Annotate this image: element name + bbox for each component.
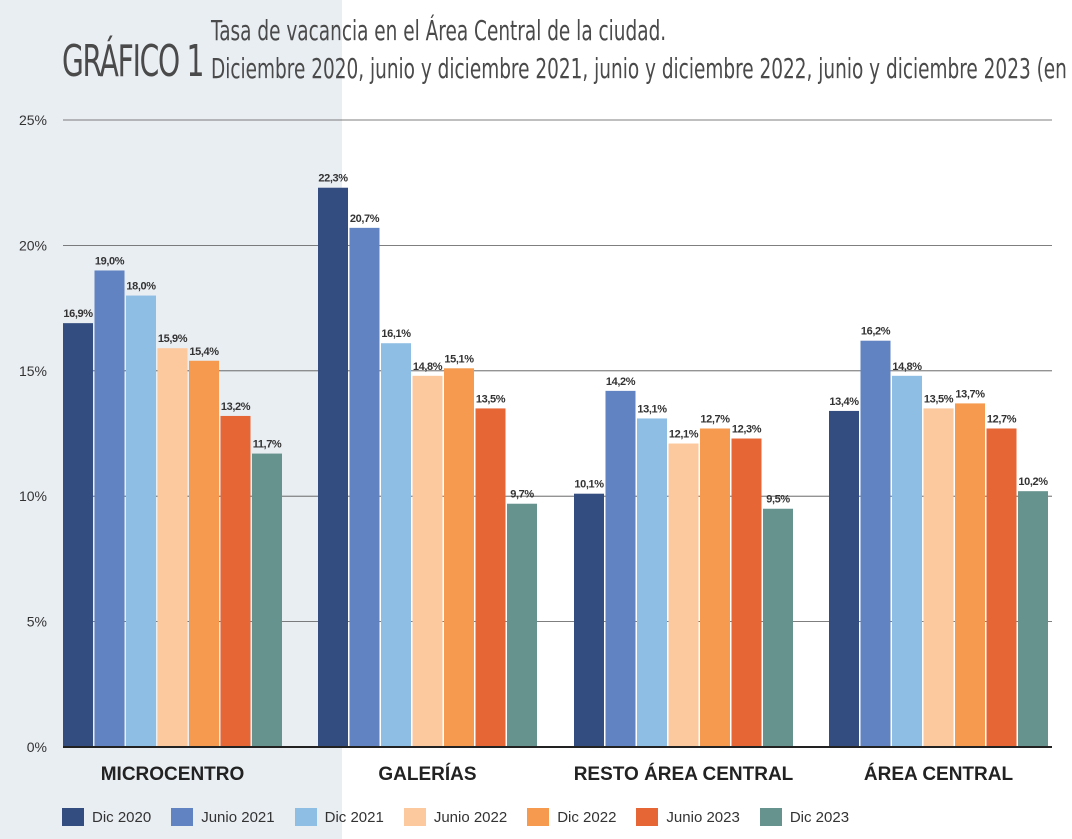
y-tick-label: 5% <box>27 614 47 630</box>
legend-item: Dic 2020 <box>62 808 151 826</box>
legend-label: Junio 2023 <box>666 808 740 826</box>
y-tick-label: 10% <box>19 488 47 504</box>
y-tick-label: 15% <box>19 363 47 379</box>
data-label: 15,1% <box>444 353 474 365</box>
data-label: 18,0% <box>126 281 156 293</box>
y-tick-label: 20% <box>19 237 47 253</box>
data-label: 14,8% <box>413 361 443 373</box>
data-label: 15,9% <box>158 333 188 345</box>
data-label: 15,4% <box>189 346 219 358</box>
bar <box>860 340 891 747</box>
data-label: 14,8% <box>892 361 922 373</box>
x-category-label: RESTO ÁREA CENTRAL <box>574 763 794 785</box>
legend-swatch <box>171 808 194 826</box>
bar <box>763 508 793 747</box>
bar <box>668 443 699 747</box>
bar <box>605 390 636 747</box>
bar <box>349 227 380 747</box>
legend-label: Junio 2021 <box>201 808 275 826</box>
data-label: 14,2% <box>606 376 636 388</box>
bar <box>252 453 282 747</box>
legend-item: Junio 2022 <box>403 808 508 826</box>
data-label: 22,3% <box>318 173 348 185</box>
legend-swatch <box>759 808 782 826</box>
bar <box>189 360 219 747</box>
x-category-label: ÁREA CENTRAL <box>864 763 1014 785</box>
y-tick-label: 0% <box>27 739 47 755</box>
bar <box>444 368 474 747</box>
data-label: 19,0% <box>95 255 125 267</box>
bar <box>126 295 156 747</box>
legend-swatch <box>527 808 550 826</box>
data-label: 13,7% <box>955 388 985 400</box>
data-label: 12,1% <box>669 429 699 441</box>
legend-item: Dic 2022 <box>527 808 616 826</box>
data-label: 16,1% <box>381 328 411 340</box>
bar <box>220 415 251 747</box>
bar <box>574 493 604 747</box>
y-tick-label: 25% <box>19 112 47 128</box>
x-category-label: GALERÍAS <box>378 763 476 785</box>
bar <box>955 403 985 747</box>
legend-item: Dic 2023 <box>759 808 850 826</box>
data-label: 20,7% <box>350 213 380 225</box>
data-label: 10,2% <box>1018 476 1048 488</box>
bar-chart: 0% 5% 10% 15% 20% 25% 16,9% 22,3% 10,1% 13,4% 19,0… <box>19 112 1052 785</box>
data-label: 16,9% <box>63 308 93 320</box>
legend-swatch <box>294 808 317 826</box>
chart-legend: Dic 2020 Junio 2021 Dic 2021 Junio 2022 Dic … <box>62 808 869 826</box>
data-label: 12,7% <box>987 413 1017 425</box>
bar <box>1018 491 1048 747</box>
figure-label: GRÁFICO 1 <box>62 36 204 87</box>
bar <box>829 410 859 747</box>
data-label: 12,3% <box>732 424 762 436</box>
data-label: 10,1% <box>574 479 604 491</box>
bar <box>637 418 667 747</box>
data-label: 11,7% <box>253 439 282 451</box>
legend-swatch <box>636 808 659 826</box>
chart-subtitle: Diciembre 2020, junio y diciembre 2021, … <box>211 52 1072 85</box>
data-label: 13,4% <box>829 396 859 408</box>
legend-swatch <box>403 808 426 826</box>
chart-title: Tasa de vacancia en el Área Central de l… <box>211 14 667 47</box>
legend-label: Junio 2022 <box>433 808 508 826</box>
bar <box>507 503 537 747</box>
data-label: 13,5% <box>476 393 506 405</box>
bar <box>923 408 954 747</box>
bar <box>381 343 411 747</box>
legend-label: Dic 2021 <box>324 808 384 826</box>
data-label: 9,7% <box>510 489 534 501</box>
x-category-label: MICROCENTRO <box>101 764 245 785</box>
bar <box>731 438 762 747</box>
data-label: 16,2% <box>861 326 891 338</box>
legend-item: Junio 2023 <box>636 808 740 826</box>
legend-label: Dic 2022 <box>557 808 617 826</box>
bar <box>892 375 922 747</box>
legend-item: Junio 2021 <box>171 808 275 826</box>
bar <box>318 187 348 747</box>
legend-label: Dic 2020 <box>92 808 152 826</box>
data-label: 9,5% <box>766 494 790 506</box>
legend-swatch <box>62 808 84 826</box>
bar <box>986 428 1017 747</box>
bar <box>412 375 443 747</box>
bar <box>63 323 93 747</box>
bar <box>157 348 188 747</box>
bar <box>700 428 730 747</box>
legend-label: Dic 2023 <box>789 808 850 826</box>
bar <box>475 408 506 747</box>
legend-item: Dic 2021 <box>294 808 384 826</box>
data-label: 12,7% <box>700 413 730 425</box>
bar <box>94 270 125 747</box>
data-label: 13,2% <box>221 401 251 413</box>
data-label: 13,5% <box>924 393 954 405</box>
data-label: 13,1% <box>637 403 667 415</box>
